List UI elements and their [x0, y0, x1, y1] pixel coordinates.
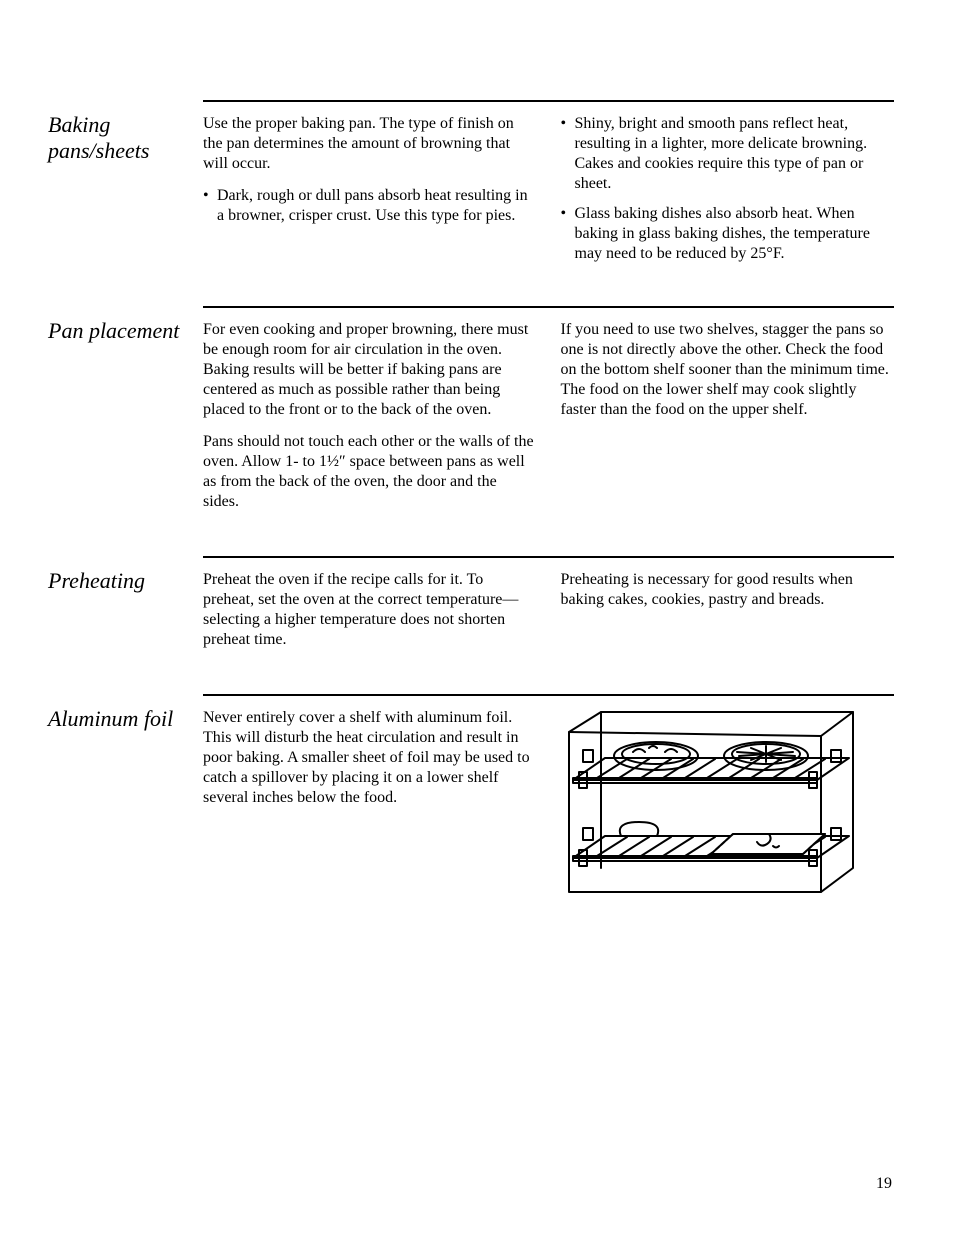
- bullet-text: Glass baking dishes also absorb heat. Wh…: [575, 204, 895, 264]
- paragraph: If you need to use two shelves, stagger …: [561, 320, 895, 420]
- heading-column: Preheating: [48, 556, 203, 694]
- content-right: If you need to use two shelves, stagger …: [561, 320, 895, 524]
- section-pan-placement: Pan placement For even cooking and prope…: [48, 306, 894, 556]
- content-left: For even cooking and proper browning, th…: [203, 320, 537, 524]
- bullet-dot-icon: •: [561, 114, 575, 194]
- bullet-text: Shiny, bright and smooth pans reflect he…: [575, 114, 895, 194]
- content-right: Preheating is necessary for good results…: [561, 570, 895, 662]
- section-baking-pans: Baking pans/sheets Use the proper baking…: [48, 100, 894, 306]
- content-right: • Shiny, bright and smooth pans reflect …: [561, 114, 895, 274]
- heading-column: Pan placement: [48, 306, 203, 556]
- bullet-item: • Shiny, bright and smooth pans reflect …: [561, 114, 895, 194]
- bullet-item: • Dark, rough or dull pans absorb heat r…: [203, 186, 537, 226]
- content-left: Use the proper baking pan. The type of f…: [203, 114, 537, 274]
- paragraph: Preheating is necessary for good results…: [561, 570, 895, 610]
- section-preheating: Preheating Preheat the oven if the recip…: [48, 556, 894, 694]
- content-column: Use the proper baking pan. The type of f…: [203, 100, 894, 306]
- paragraph: Preheat the oven if the recipe calls for…: [203, 570, 537, 650]
- heading-column: Baking pans/sheets: [48, 100, 203, 306]
- bullet-dot-icon: •: [203, 186, 217, 226]
- heading-column: Aluminum foil: [48, 694, 203, 930]
- content-column: For even cooking and proper browning, th…: [203, 306, 894, 556]
- bullet-text: Dark, rough or dull pans absorb heat res…: [217, 186, 537, 226]
- bullet-dot-icon: •: [561, 204, 575, 264]
- section-aluminum-foil: Aluminum foil Never entirely cover a she…: [48, 694, 894, 930]
- bullet-item: • Glass baking dishes also absorb heat. …: [561, 204, 895, 264]
- heading-preheating: Preheating: [48, 556, 195, 594]
- page-number: 19: [876, 1175, 892, 1193]
- paragraph: Never entirely cover a shelf with alumin…: [203, 708, 537, 808]
- content-left: Never entirely cover a shelf with alumin…: [203, 708, 537, 898]
- oven-illustration-icon: [561, 708, 861, 898]
- paragraph: Use the proper baking pan. The type of f…: [203, 114, 537, 174]
- content-right: [561, 708, 895, 898]
- paragraph: Pans should not touch each other or the …: [203, 432, 537, 512]
- content-column: Preheat the oven if the recipe calls for…: [203, 556, 894, 694]
- paragraph: For even cooking and proper browning, th…: [203, 320, 537, 420]
- heading-baking-pans: Baking pans/sheets: [48, 100, 195, 164]
- content-column: Never entirely cover a shelf with alumin…: [203, 694, 894, 930]
- heading-pan-placement: Pan placement: [48, 306, 195, 344]
- content-left: Preheat the oven if the recipe calls for…: [203, 570, 537, 662]
- heading-aluminum-foil: Aluminum foil: [48, 694, 195, 732]
